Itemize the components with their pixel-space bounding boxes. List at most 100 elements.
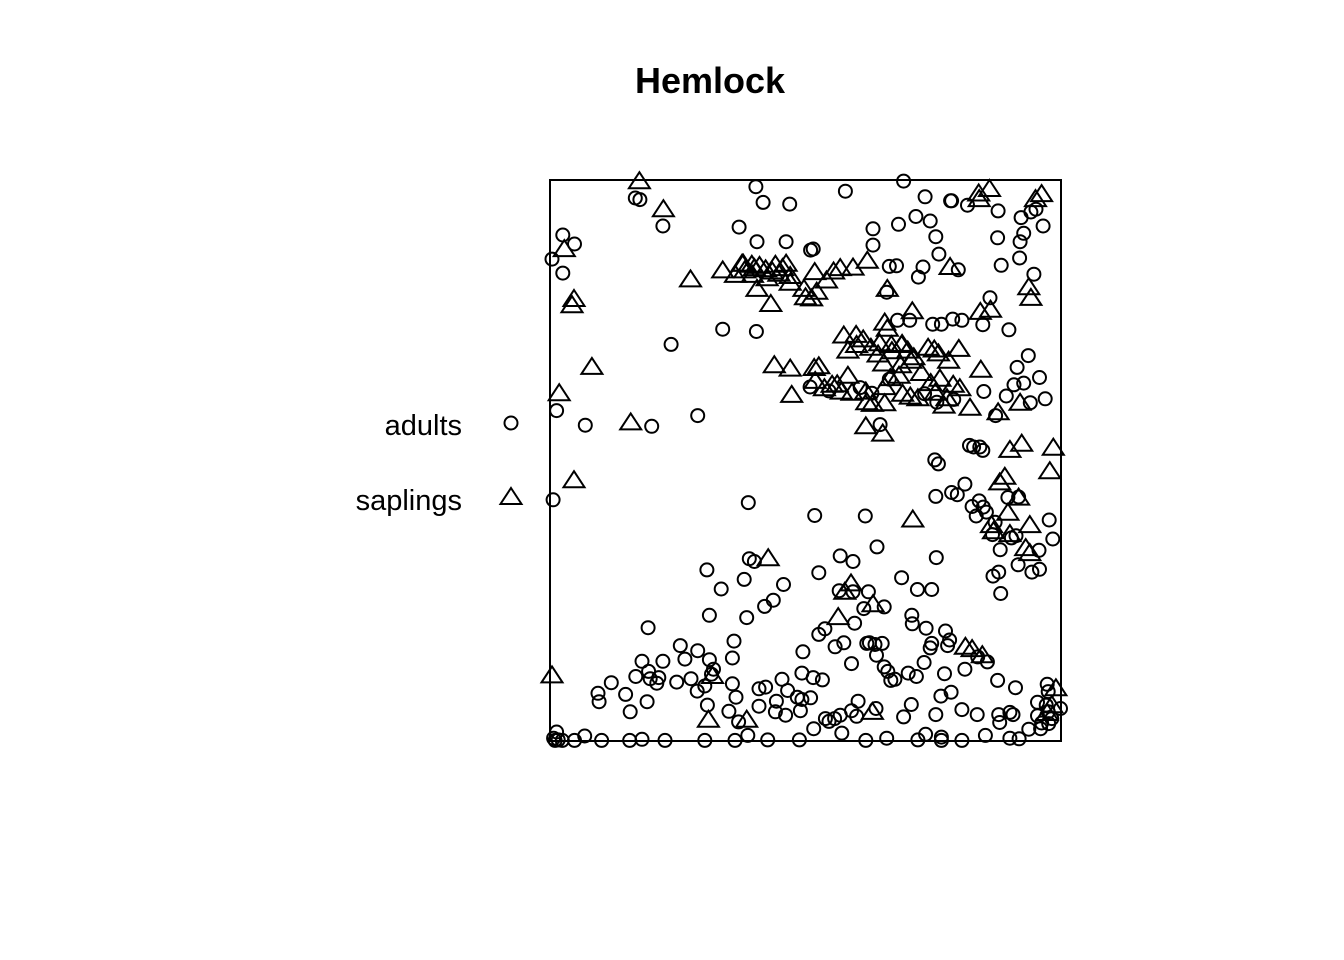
adult-point [792,703,808,719]
adult-point [603,675,619,691]
sapling-point [922,381,948,401]
sapling-point [723,264,748,283]
adult-point [690,643,706,659]
adult-point [832,707,848,723]
adult-point [1026,266,1042,282]
adult-point [990,203,1006,219]
adult-point [794,692,810,707]
sapling-point [874,278,900,297]
adult-point [672,638,688,654]
points-layer [539,170,1069,748]
sapling-point [546,382,572,402]
sapling-point [561,469,587,489]
sapling-point [985,401,1011,421]
sapling-point [900,508,926,528]
adult-point [701,652,717,668]
adult-point [632,192,648,208]
adult-point [1040,684,1056,700]
adult-point [1035,218,1051,234]
adult-point [985,568,1001,584]
adult-point [928,707,944,723]
adult-point [657,732,673,748]
adult-point [976,384,992,399]
sapling-point [879,340,905,360]
adult-point [910,269,926,285]
sapling-point [997,439,1023,458]
adult-point [751,698,767,714]
adult-point [918,620,934,636]
adult-point [909,582,925,597]
adult-point [1008,528,1024,544]
adult-point [943,684,959,700]
adult-point [930,456,946,472]
sapling-point [992,465,1018,485]
adult-point [677,651,693,667]
sapling-point [934,387,960,407]
adult-point [847,615,863,631]
sapling-point [886,364,912,384]
adult-point [876,599,892,615]
sapling-point [937,256,963,275]
adult-point [618,686,634,702]
adult-point [778,234,794,250]
adult-point [749,234,765,250]
sapling-point [1040,436,1066,456]
legend: adults saplings [356,410,524,517]
adult-point [860,584,876,600]
sapling-point [793,286,818,306]
adult-point [883,672,899,688]
adult-point [1016,225,1032,241]
adult-point [992,542,1008,558]
adult-point [1041,512,1057,528]
sapling-point [579,356,605,375]
legend-marker-adults [503,415,519,431]
adult-point [1008,680,1023,696]
sapling-point [700,665,725,684]
sapling-point [1009,432,1035,452]
adult-point [821,713,837,729]
sapling-point [981,520,1006,540]
adult-point [1032,561,1047,577]
adult-point [780,683,796,698]
sapling-point [804,280,830,300]
adult-point [957,476,973,492]
adult-point [1001,322,1017,338]
sapling-point [678,268,703,288]
adult-point [1037,391,1053,407]
adult-point [916,655,932,670]
adult-point [971,493,987,509]
adult-point [731,219,747,235]
sapling-point [777,265,803,284]
adult-point [928,488,944,504]
sapling-point [850,328,876,348]
adult-point [634,653,650,669]
adult-point [966,439,982,455]
sapling-point [897,385,923,405]
adult-point [805,241,821,257]
adult-point [1024,564,1040,580]
adult-point [727,732,743,748]
adult-point [1002,704,1018,720]
sapling-point [740,264,765,283]
adult-point [1053,701,1068,716]
adult-point [910,732,926,748]
sapling-point [827,257,853,277]
adult-point [765,592,781,608]
sapling-point [997,523,1023,543]
adult-point [814,672,830,688]
sapling-point [761,354,787,374]
sapling-point [559,294,585,314]
adult-point [715,321,731,337]
sapling-point [987,471,1013,491]
adult-point [1011,731,1027,747]
adult-point [1006,377,1022,393]
adult-point [924,582,940,597]
adult-point [794,665,810,681]
adult-point [634,731,650,747]
sapling-point [926,342,951,362]
adult-point [811,565,827,581]
adult-point [726,633,742,649]
adult-point [1032,370,1047,385]
sapling-point [1018,287,1044,306]
adult-point [931,246,947,262]
